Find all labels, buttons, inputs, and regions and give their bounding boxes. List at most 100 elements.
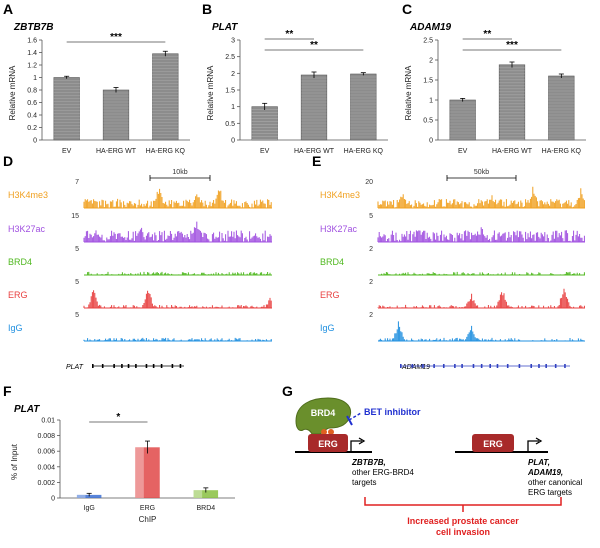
gene-exon	[564, 364, 566, 368]
gene-exon	[145, 364, 148, 368]
erg-box	[308, 434, 348, 452]
bar-erg	[135, 447, 160, 498]
track-scale: 15	[71, 213, 79, 220]
outcome-bracket	[364, 497, 562, 506]
panel-label-c: C	[402, 1, 412, 17]
gene-exon	[121, 364, 123, 368]
y-tick-label: 0.004	[37, 464, 55, 471]
track-label-igg: IgG	[8, 323, 23, 333]
y-tick-label: 0.01	[41, 418, 55, 425]
bar-ha-erg-kq	[548, 75, 575, 141]
gene-exon	[171, 364, 174, 368]
genome-tracks-adam19: 50kb 20 H3K4me3 5 H3K27ac 2 BRD4 2 ERG 2 IgG ADAM19	[320, 169, 585, 371]
bar-ev	[251, 106, 278, 141]
gene-exon	[489, 364, 492, 368]
y-tick-label: 1.6	[27, 38, 37, 45]
gene-exon	[101, 364, 104, 368]
y-tick-label: 1	[429, 98, 433, 105]
y-tick-label: 0.6	[27, 100, 37, 107]
gene-exon	[442, 364, 445, 368]
target-desc-1: other ERG-BRD4	[352, 468, 414, 477]
target-desc-2: targets	[352, 478, 376, 487]
y-tick-label: 2	[429, 58, 433, 65]
brd4-label: BRD4	[311, 408, 336, 418]
gene-name: ADAM19	[401, 364, 430, 371]
y-axis-title: Relative mRNA	[404, 65, 413, 120]
bar-highlight	[76, 494, 86, 498]
bar-chart-zbtb7b: ZBTB7B Relative mRNA 0 0.2 0.4 0.6 0.8 1 1.2 1.4 1…	[8, 22, 190, 155]
y-tick-label: 0	[429, 138, 433, 145]
x-axis-title: ChIP	[139, 515, 157, 524]
y-tick-label: 1.2	[27, 63, 37, 70]
significance-stars: **	[483, 29, 491, 40]
y-tick-label: 1	[33, 75, 37, 82]
panel-label-a: A	[3, 1, 13, 17]
model-diagram: BRD4 BET inhibitor ERG ZBTB7B, other ERG…	[295, 397, 582, 537]
track-label-brd4: BRD4	[8, 257, 32, 267]
gene-exon	[530, 364, 533, 368]
target-gene-zbtb7b: ZBTB7B,	[351, 458, 386, 467]
y-tick-label: 2.5	[225, 54, 235, 61]
track-signal-brd4	[381, 271, 585, 275]
gene-exon	[545, 364, 547, 368]
y-tick-label: 0.8	[27, 88, 37, 95]
bar-ev	[53, 77, 80, 141]
gene-exon	[538, 364, 540, 368]
x-tick-label: HA-ERG WT	[294, 148, 335, 155]
bar-ha-erg-kq	[152, 53, 179, 141]
y-axis-title: Relative mRNA	[206, 65, 215, 120]
track-signal-igg	[83, 337, 272, 341]
significance-stars: **	[285, 29, 293, 40]
gene-exon	[179, 364, 182, 368]
bar-ha-erg-wt	[498, 64, 526, 141]
x-tick-label: ERG	[140, 505, 155, 512]
y-axis-title: % of Input	[10, 443, 19, 480]
gene-exon	[472, 364, 475, 368]
outcome-text-2: cell invasion	[436, 527, 490, 537]
panel-label-b: B	[202, 1, 212, 17]
panel-label-e: E	[312, 153, 321, 169]
y-tick-label: 0.008	[37, 433, 55, 440]
x-tick-label: BRD4	[196, 505, 215, 512]
y-tick-label: 1.5	[225, 88, 235, 95]
gene-exon	[411, 364, 414, 368]
bar-highlight	[135, 447, 144, 498]
gene-exon	[113, 364, 115, 368]
panel-label-d: D	[3, 153, 13, 169]
track-label-brd4: BRD4	[320, 257, 344, 267]
acetyl-mark	[328, 429, 334, 435]
target-gene-adam19: ADAM19,	[527, 468, 563, 477]
outcome-text-1: Increased prostate cancer	[407, 516, 519, 526]
y-tick-label: 0.4	[27, 113, 37, 120]
y-axis-title: Relative mRNA	[8, 65, 17, 120]
bar-ha-erg-wt	[300, 74, 328, 141]
y-tick-label: 0.5	[423, 118, 433, 125]
bar-chart-plat: PLAT Relative mRNA 0 0.5 1 1.5 2 2.5 3 EV HA-ERG W…	[206, 22, 388, 155]
gene-exon	[422, 364, 424, 368]
panel-label-g: G	[282, 383, 293, 399]
track-label-erg: ERG	[8, 290, 28, 300]
track-signal-h3k27ac	[377, 227, 585, 242]
bar-chart-chip-plat: PLAT % of Input 0 0.002 0.004 0.006 0.008 0.01 I…	[10, 404, 235, 524]
chart-title: ZBTB7B	[13, 22, 53, 33]
x-tick-label: HA-ERG WT	[492, 148, 533, 155]
erg-box-2	[472, 434, 514, 452]
panel-label-f: F	[3, 383, 12, 399]
y-tick-label: 1.5	[423, 78, 433, 85]
bar-highlight	[193, 490, 203, 498]
track-signal-h3k4me3	[377, 186, 585, 208]
tss-arrowhead	[358, 437, 366, 445]
gene-name: PLAT	[66, 364, 84, 371]
gene-exon	[92, 364, 94, 368]
track-label-h3k4me3: H3K4me3	[8, 190, 48, 200]
y-tick-label: 1	[231, 104, 235, 111]
track-signal-h3k27ac	[83, 221, 272, 242]
scale-bar-label: 10kb	[172, 169, 187, 176]
gene-exon	[433, 364, 435, 368]
significance-stars: ***	[506, 40, 518, 51]
bar-ev	[449, 99, 476, 141]
significance-stars: **	[310, 40, 318, 51]
chart-title: PLAT	[212, 22, 238, 33]
track-scale: 2	[369, 279, 373, 286]
track-scale: 5	[75, 279, 79, 286]
